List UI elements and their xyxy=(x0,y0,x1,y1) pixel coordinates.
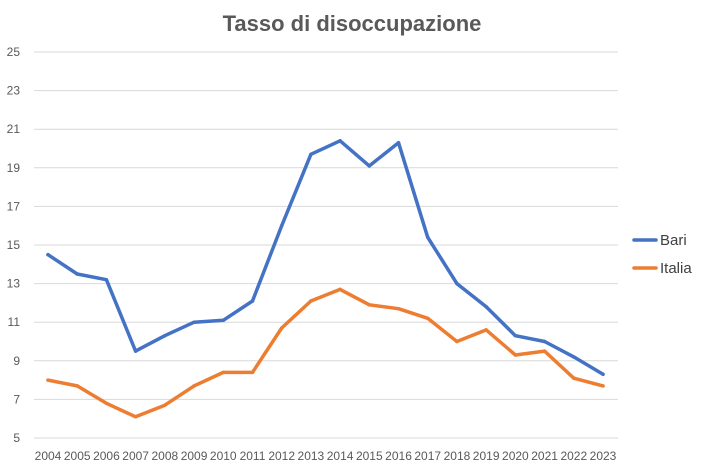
x-tick-label: 2010 xyxy=(210,449,237,463)
x-tick-label: 2009 xyxy=(181,449,208,463)
chart-title: Tasso di disoccupazione xyxy=(223,11,482,36)
x-tick-label: 2006 xyxy=(93,449,120,463)
y-tick-label: 7 xyxy=(13,392,20,406)
series-line-bari xyxy=(46,139,605,377)
series-line-italia xyxy=(46,287,605,419)
data-point-italia xyxy=(133,415,138,419)
data-point-italia xyxy=(572,376,576,380)
data-point-bari xyxy=(396,140,401,145)
data-point-bari xyxy=(250,299,255,303)
data-point-italia xyxy=(279,326,284,330)
x-tick-label: 2015 xyxy=(356,449,383,463)
data-point-bari xyxy=(513,333,518,338)
y-tick-label: 15 xyxy=(7,238,21,252)
data-point-italia xyxy=(542,349,547,353)
data-point-italia xyxy=(163,403,167,407)
data-point-italia xyxy=(484,328,488,332)
data-point-bari xyxy=(542,339,547,344)
data-point-italia xyxy=(396,306,401,311)
y-tick-label: 25 xyxy=(7,45,21,59)
legend-item-italia: Italia xyxy=(632,260,692,277)
data-point-italia xyxy=(75,384,79,388)
data-point-italia xyxy=(221,370,226,375)
data-point-italia xyxy=(455,339,459,344)
data-point-italia xyxy=(338,287,342,292)
y-tick-label: 17 xyxy=(7,199,21,213)
x-tick-label: 2018 xyxy=(444,449,471,463)
x-tick-label: 2004 xyxy=(35,449,62,463)
data-point-bari xyxy=(338,139,342,143)
series-lines xyxy=(46,139,605,419)
data-point-bari xyxy=(367,164,372,168)
x-tick-label: 2022 xyxy=(560,449,587,463)
x-tick-label: 2023 xyxy=(590,449,617,463)
data-point-bari xyxy=(46,252,50,257)
y-tick-label: 13 xyxy=(7,277,21,291)
x-tick-label: 2020 xyxy=(502,449,529,463)
data-point-bari xyxy=(279,223,284,228)
legend-label: Bari xyxy=(660,232,687,249)
data-point-italia xyxy=(309,299,313,303)
data-point-italia xyxy=(367,303,372,307)
x-tick-label: 2021 xyxy=(531,449,558,463)
data-point-bari xyxy=(192,320,196,324)
x-axis-tick-labels: 2004 2005 2006 2007 2008 2009 2010 2011 2012 2013… xyxy=(35,449,617,463)
x-tick-label: 2007 xyxy=(122,449,149,463)
y-tick-label: 23 xyxy=(7,84,21,98)
data-point-bari xyxy=(425,235,430,240)
legend-label: Italia xyxy=(660,260,692,277)
legend: Bari Italia xyxy=(632,232,692,277)
data-point-bari xyxy=(572,355,576,359)
y-tick-label: 5 xyxy=(13,431,20,445)
data-point-italia xyxy=(250,370,255,375)
data-point-italia xyxy=(513,353,518,357)
data-point-bari xyxy=(455,281,459,286)
data-point-italia xyxy=(104,401,109,406)
data-point-bari xyxy=(601,372,605,377)
data-point-bari xyxy=(104,277,109,282)
data-point-italia xyxy=(601,384,605,388)
data-point-bari xyxy=(133,349,138,353)
y-axis-tick-labels: 5 7 9 11 13 15 17 19 21 23 25 xyxy=(7,45,21,445)
x-tick-label: 2008 xyxy=(151,449,178,463)
legend-item-bari: Bari xyxy=(632,232,687,249)
x-tick-label: 2014 xyxy=(327,449,354,463)
data-point-bari xyxy=(309,152,313,157)
x-tick-label: 2013 xyxy=(298,449,325,463)
data-point-bari xyxy=(75,272,79,276)
x-tick-label: 2017 xyxy=(414,449,441,463)
data-point-bari xyxy=(221,318,226,323)
x-tick-label: 2012 xyxy=(268,449,295,463)
data-point-bari xyxy=(484,305,488,309)
y-tick-label: 21 xyxy=(7,122,21,136)
data-point-italia xyxy=(425,316,430,321)
x-tick-label: 2011 xyxy=(240,449,266,463)
x-tick-label: 2016 xyxy=(385,449,412,463)
data-point-italia xyxy=(46,378,50,382)
y-tick-label: 9 xyxy=(13,354,20,368)
data-point-bari xyxy=(163,333,167,338)
x-tick-label: 2019 xyxy=(473,449,500,463)
data-point-italia xyxy=(192,384,196,388)
gridlines xyxy=(34,51,618,439)
y-tick-label: 11 xyxy=(8,315,21,329)
x-tick-label: 2005 xyxy=(64,449,91,463)
y-tick-label: 19 xyxy=(7,161,21,175)
